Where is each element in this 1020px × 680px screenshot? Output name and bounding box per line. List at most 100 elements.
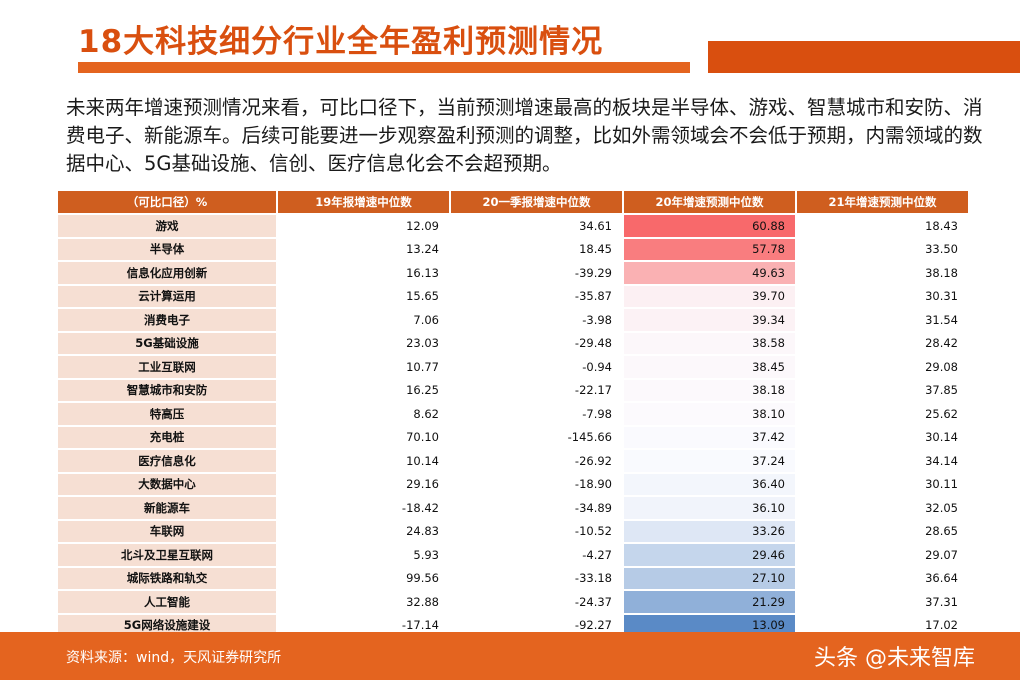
row-label: 新能源车 [58,497,278,519]
row-label: 城际铁路和轨交 [58,567,278,589]
cell-21-forecast: 29.07 [797,544,970,566]
cell-20-forecast: 33.26 [624,520,797,542]
cell-21-forecast: 38.18 [797,262,970,284]
cell-21-forecast: 32.05 [797,497,970,519]
cell-20q1-growth: -22.17 [451,379,624,401]
row-label: 医疗信息化 [58,450,278,472]
table-row: 大数据中心 29.16 -18.90 36.40 30.11 [58,473,970,495]
table-row: 特高压 8.62 -7.98 38.10 25.62 [58,403,970,425]
forecast-table: （可比口径）% 19年报增速中位数 20一季报增速中位数 20年增速预测中位数 … [58,189,970,638]
table-row: 半导体 13.24 18.45 57.78 33.50 [58,238,970,260]
table-row: 消费电子 7.06 -3.98 39.34 31.54 [58,309,970,331]
cell-21-forecast: 30.14 [797,426,970,448]
cell-21-forecast: 31.54 [797,309,970,331]
row-label: 5G基础设施 [58,332,278,354]
cell-19-growth: 15.65 [278,285,451,307]
cell-20-forecast: 21.29 [624,591,797,613]
cell-21-forecast: 30.11 [797,473,970,495]
cell-20-forecast: 36.10 [624,497,797,519]
footer-band [0,632,1020,680]
cell-20-forecast: 60.88 [624,215,797,237]
cell-20q1-growth: -35.87 [451,285,624,307]
header-accent-bar [708,41,1020,73]
cell-19-growth: 5.93 [278,544,451,566]
table-row: 游戏 12.09 34.61 60.88 18.43 [58,215,970,237]
cell-20-forecast: 38.10 [624,403,797,425]
table-row: 车联网 24.83 -10.52 33.26 28.65 [58,520,970,542]
cell-21-forecast: 33.50 [797,238,970,260]
row-label: 信息化应用创新 [58,262,278,284]
cell-21-forecast: 17.02 [797,614,970,636]
cell-20-forecast: 13.09 [624,614,797,636]
title-underline [78,62,690,73]
cell-21-forecast: 37.85 [797,379,970,401]
row-label: 充电桩 [58,426,278,448]
row-label: 游戏 [58,215,278,237]
cell-20-forecast: 39.70 [624,285,797,307]
page-title: 18大科技细分行业全年盈利预测情况 [78,24,604,60]
header-20-forecast: 20年增速预测中位数 [624,191,797,213]
row-label: 5G网络设施建设 [58,614,278,636]
cell-20q1-growth: -10.52 [451,520,624,542]
table-row: 5G网络设施建设 -17.14 -92.27 13.09 17.02 [58,614,970,636]
cell-20-forecast: 37.42 [624,426,797,448]
cell-20q1-growth: -39.29 [451,262,624,284]
cell-20-forecast: 37.24 [624,450,797,472]
row-label: 人工智能 [58,591,278,613]
cell-19-growth: 8.62 [278,403,451,425]
table-row: 工业互联网 10.77 -0.94 38.45 29.08 [58,356,970,378]
cell-19-growth: 32.88 [278,591,451,613]
cell-19-growth: 24.83 [278,520,451,542]
cell-20q1-growth: -0.94 [451,356,624,378]
cell-19-growth: 13.24 [278,238,451,260]
cell-21-forecast: 37.31 [797,591,970,613]
cell-19-growth: 70.10 [278,426,451,448]
cell-21-forecast: 28.42 [797,332,970,354]
cell-21-forecast: 30.31 [797,285,970,307]
cell-19-growth: 16.13 [278,262,451,284]
row-label: 工业互联网 [58,356,278,378]
cell-20q1-growth: -24.37 [451,591,624,613]
header-19-growth: 19年报增速中位数 [278,191,451,213]
cell-19-growth: 7.06 [278,309,451,331]
cell-19-growth: 99.56 [278,567,451,589]
row-label: 半导体 [58,238,278,260]
cell-20-forecast: 27.10 [624,567,797,589]
cell-20q1-growth: 18.45 [451,238,624,260]
table-row: 新能源车 -18.42 -34.89 36.10 32.05 [58,497,970,519]
row-label: 北斗及卫星互联网 [58,544,278,566]
cell-20q1-growth: -7.98 [451,403,624,425]
watermark-text: 头条 @未来智库 [814,646,975,671]
cell-19-growth: -17.14 [278,614,451,636]
cell-20q1-growth: -34.89 [451,497,624,519]
cell-20q1-growth: 34.61 [451,215,624,237]
cell-20-forecast: 39.34 [624,309,797,331]
row-label: 特高压 [58,403,278,425]
table-row: 5G基础设施 23.03 -29.48 38.58 28.42 [58,332,970,354]
header-21-forecast: 21年增速预测中位数 [797,191,970,213]
cell-21-forecast: 36.64 [797,567,970,589]
table-row: 信息化应用创新 16.13 -39.29 49.63 38.18 [58,262,970,284]
cell-20q1-growth: -33.18 [451,567,624,589]
cell-20-forecast: 38.45 [624,356,797,378]
table-row: 云计算运用 15.65 -35.87 39.70 30.31 [58,285,970,307]
cell-19-growth: 10.14 [278,450,451,472]
table-row: 医疗信息化 10.14 -26.92 37.24 34.14 [58,450,970,472]
cell-20q1-growth: -3.98 [451,309,624,331]
cell-20q1-growth: -145.66 [451,426,624,448]
cell-20-forecast: 38.58 [624,332,797,354]
source-note: 资料来源：wind，天风证券研究所 [66,650,282,666]
cell-20q1-growth: -26.92 [451,450,624,472]
table-row: 充电桩 70.10 -145.66 37.42 30.14 [58,426,970,448]
cell-19-growth: 10.77 [278,356,451,378]
table-row: 智慧城市和安防 16.25 -22.17 38.18 37.85 [58,379,970,401]
header-category: （可比口径）% [58,191,278,213]
cell-19-growth: 29.16 [278,473,451,495]
cell-20-forecast: 38.18 [624,379,797,401]
table-row: 城际铁路和轨交 99.56 -33.18 27.10 36.64 [58,567,970,589]
cell-21-forecast: 29.08 [797,356,970,378]
cell-19-growth: 16.25 [278,379,451,401]
cell-19-growth: 23.03 [278,332,451,354]
cell-20-forecast: 49.63 [624,262,797,284]
cell-19-growth: 12.09 [278,215,451,237]
